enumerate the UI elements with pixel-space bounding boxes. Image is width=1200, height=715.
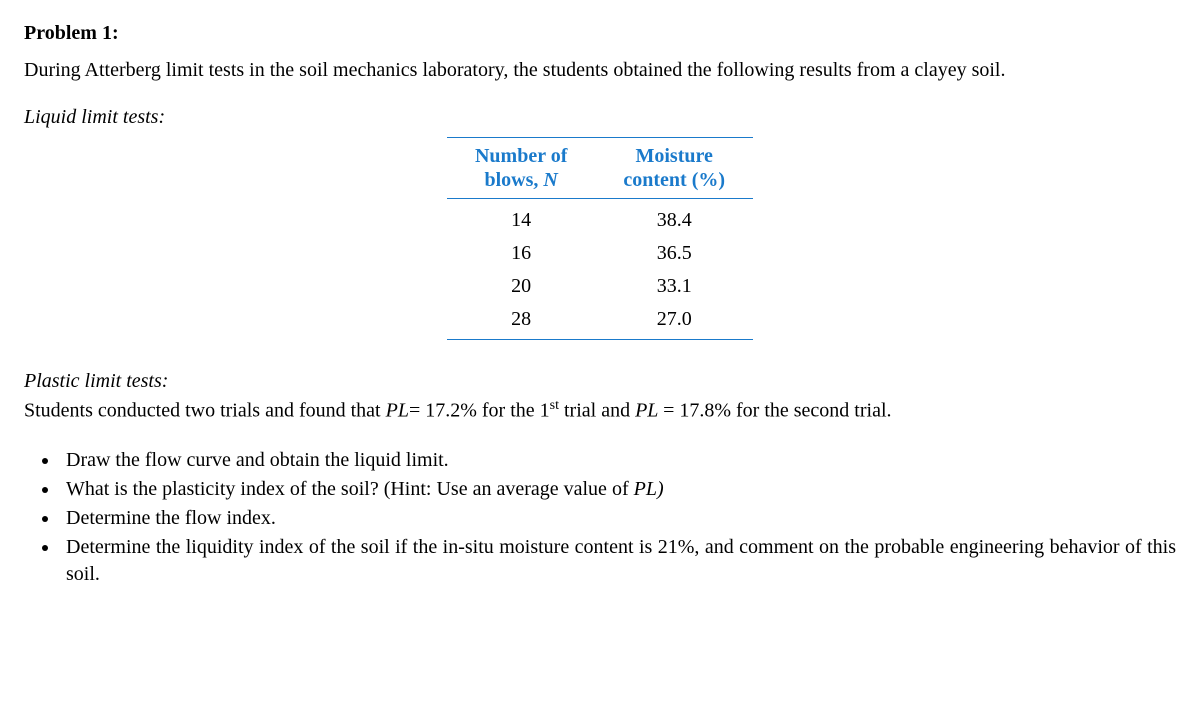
intro-paragraph: During Atterberg limit tests in the soil… <box>24 57 1176 84</box>
table-row: 28 27.0 <box>447 303 753 340</box>
table-row: 16 36.5 <box>447 237 753 270</box>
col-header-moisture: Moisture content (%) <box>595 138 753 199</box>
cell-m: 27.0 <box>595 303 753 340</box>
cell-n: 14 <box>447 199 595 238</box>
list-item: What is the plasticity index of the soil… <box>60 476 1176 503</box>
problem-title: Problem 1: <box>24 20 1176 47</box>
cell-n: 28 <box>447 303 595 340</box>
cell-m: 33.1 <box>595 270 753 303</box>
cell-m: 38.4 <box>595 199 753 238</box>
list-item: Determine the liquidity index of the soi… <box>60 534 1176 588</box>
cell-n: 16 <box>447 237 595 270</box>
plastic-limit-text: Students conducted two trials and found … <box>24 397 1176 425</box>
cell-m: 36.5 <box>595 237 753 270</box>
list-item: Draw the flow curve and obtain the liqui… <box>60 447 1176 474</box>
col-header-blows: Number of blows, N <box>447 138 595 199</box>
liquid-limit-label: Liquid limit tests: <box>24 104 1176 131</box>
table-container: Number of blows, N Moisture content (%) … <box>24 137 1176 340</box>
cell-n: 20 <box>447 270 595 303</box>
list-item: Determine the flow index. <box>60 505 1176 532</box>
table-row: 20 33.1 <box>447 270 753 303</box>
plastic-limit-label: Plastic limit tests: <box>24 368 1176 395</box>
task-list: Draw the flow curve and obtain the liqui… <box>60 447 1176 588</box>
liquid-limit-table: Number of blows, N Moisture content (%) … <box>447 137 753 340</box>
table-row: 14 38.4 <box>447 199 753 238</box>
